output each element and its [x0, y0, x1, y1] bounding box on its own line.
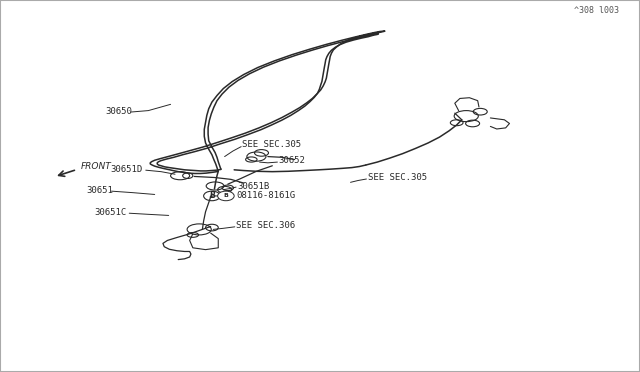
Circle shape	[204, 191, 220, 201]
Text: 30651: 30651	[86, 186, 113, 195]
Text: 30651C: 30651C	[94, 208, 127, 217]
Text: 08116-8161G: 08116-8161G	[236, 192, 295, 201]
Text: 30651B: 30651B	[237, 182, 269, 190]
Text: SEE SEC.305: SEE SEC.305	[243, 140, 301, 149]
Text: 30652: 30652	[278, 157, 305, 166]
Text: FRONT: FRONT	[80, 162, 111, 171]
Text: SEE SEC.306: SEE SEC.306	[236, 221, 295, 230]
Circle shape	[218, 191, 234, 201]
Text: 30651D: 30651D	[110, 165, 143, 174]
Text: ^308 l003: ^308 l003	[574, 6, 619, 15]
Text: B: B	[209, 192, 215, 201]
Text: SEE SEC.305: SEE SEC.305	[368, 173, 427, 182]
Text: 30650: 30650	[105, 107, 132, 116]
Text: B: B	[223, 193, 228, 198]
